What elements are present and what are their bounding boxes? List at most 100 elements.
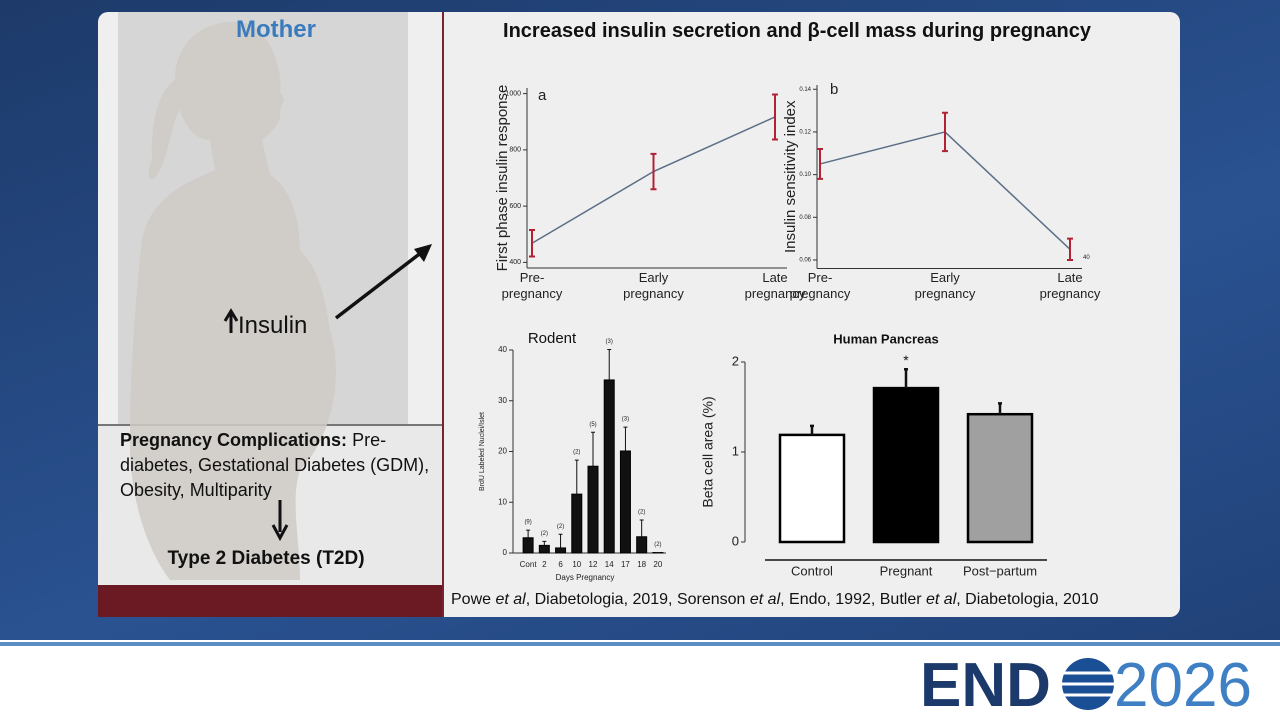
y-tick-label: 0.06 bbox=[799, 258, 811, 264]
bar bbox=[619, 450, 631, 554]
arrow-head bbox=[414, 244, 432, 262]
error-bar bbox=[542, 540, 547, 546]
x-tick-label: 12 bbox=[589, 560, 598, 569]
y-tick-label: 2 bbox=[732, 353, 739, 368]
error-bar bbox=[650, 152, 657, 191]
bar bbox=[966, 412, 1034, 544]
arrow-line bbox=[334, 250, 424, 320]
bar bbox=[603, 379, 615, 554]
x-tick-label: Post−partum bbox=[963, 563, 1037, 578]
bar bbox=[522, 537, 534, 554]
n-label: (9) bbox=[524, 520, 531, 526]
slide-title: Increased insulin secretion and β-cell m… bbox=[503, 20, 1092, 42]
y-tick-label: 0.08 bbox=[799, 215, 811, 221]
x-tick-label: Pre- pregnancy bbox=[501, 270, 563, 301]
y-tick-label: 1 bbox=[732, 443, 739, 458]
logo-globe-lines bbox=[1062, 671, 1114, 697]
significance-mark: * bbox=[903, 352, 909, 368]
bar bbox=[587, 465, 599, 554]
citation-part: Powe bbox=[451, 591, 496, 608]
y-tick-label: 10 bbox=[498, 497, 507, 506]
x-tick-label: Early pregnancy bbox=[914, 270, 976, 301]
error-bar bbox=[817, 148, 823, 180]
down-arrow bbox=[271, 500, 289, 542]
up-arrow bbox=[223, 308, 239, 333]
x-tick-label: 10 bbox=[572, 560, 581, 569]
error-bar bbox=[942, 111, 948, 153]
n-label: (2) bbox=[573, 450, 580, 456]
bar bbox=[571, 493, 583, 554]
error-bar bbox=[772, 93, 778, 141]
error-bar bbox=[526, 529, 531, 538]
n-label: (3) bbox=[606, 339, 613, 345]
complications: Pregnancy Complications: Pre-diabetes, Ge… bbox=[120, 428, 440, 503]
complications-text: Pre-diabetes, Gestational Diabetes (GDM)… bbox=[120, 430, 430, 500]
error-bar bbox=[810, 424, 814, 435]
x-tick-label: 18 bbox=[637, 560, 646, 569]
error-bar bbox=[591, 431, 595, 467]
bar bbox=[778, 433, 846, 544]
error-bar bbox=[904, 367, 908, 389]
y-axis-label: Insulin sensitivity index bbox=[782, 100, 799, 253]
logo-year: 2026 bbox=[1114, 651, 1252, 720]
n-label: (2) bbox=[557, 524, 564, 530]
x-tick-label: Cont bbox=[520, 560, 538, 569]
x-tick-label: 6 bbox=[558, 560, 563, 569]
x-axis-label: Days Pregnancy bbox=[556, 573, 615, 582]
error-bar bbox=[558, 533, 563, 548]
x-tick-label: Control bbox=[791, 563, 833, 578]
y-tick-label: 0 bbox=[503, 548, 508, 557]
x-tick-label: 20 bbox=[653, 560, 662, 569]
citation-part: , Endo, 1992, Butler bbox=[780, 591, 926, 608]
panel-label: b bbox=[830, 81, 838, 98]
footer-line bbox=[0, 642, 1280, 646]
n-label: (3) bbox=[622, 417, 629, 423]
y-axis-label: BrdU Labeled Nuclei/Islet bbox=[479, 412, 486, 491]
n-label: (5) bbox=[589, 422, 596, 428]
x-tick-label: Late pregnancy bbox=[744, 270, 806, 301]
y-tick-label: 0.10 bbox=[799, 172, 811, 178]
annotation: 40 bbox=[1083, 255, 1090, 261]
x-tick-label: 2 bbox=[542, 560, 547, 569]
y-axis-label: First phase insulin response bbox=[494, 85, 511, 272]
complications-heading: Pregnancy Complications: bbox=[120, 430, 348, 450]
y-axis-label: Beta cell area (%) bbox=[700, 396, 716, 507]
error-bar bbox=[1067, 237, 1073, 261]
x-tick-label: Late pregnancy bbox=[1039, 270, 1101, 301]
error-bar bbox=[639, 519, 644, 537]
silhouette bbox=[129, 21, 336, 581]
y-tick-label: 0.14 bbox=[799, 87, 811, 93]
panel-label: a bbox=[538, 87, 547, 104]
n-label: (2) bbox=[541, 531, 548, 537]
left-title: Mother bbox=[236, 16, 316, 43]
bar bbox=[538, 544, 550, 554]
logo-mark: END bbox=[920, 651, 1051, 720]
error-bar bbox=[998, 402, 1002, 415]
citation: Powe et al, Diabetologia, 2019, Sorenson… bbox=[451, 591, 1099, 609]
bar bbox=[636, 536, 648, 554]
y-tick-label: 600 bbox=[509, 203, 521, 210]
citation-part: , Diabetologia, 2010 bbox=[956, 591, 1099, 608]
bar bbox=[872, 386, 940, 544]
y-tick-label: 800 bbox=[509, 147, 521, 154]
y-tick-label: 0.12 bbox=[799, 130, 811, 136]
y-tick-label: 30 bbox=[498, 396, 507, 405]
bar bbox=[555, 547, 567, 554]
insulin-label: Insulin bbox=[238, 312, 307, 339]
n-label: (2) bbox=[654, 542, 661, 548]
error-bar bbox=[623, 426, 628, 451]
y-tick-label: 40 bbox=[498, 345, 507, 354]
outcome: Type 2 Diabetes (T2D) bbox=[167, 548, 364, 569]
error-bar bbox=[574, 459, 579, 495]
chart-title: Rodent bbox=[528, 330, 577, 347]
y-tick-label: 1000 bbox=[505, 90, 521, 97]
error-bar bbox=[607, 348, 612, 380]
y-tick-label: 0 bbox=[732, 533, 739, 548]
citation-part: , Diabetologia, 2019, Sorenson bbox=[525, 591, 750, 608]
x-tick-label: Pregnant bbox=[880, 563, 933, 578]
x-tick-label: 14 bbox=[605, 560, 614, 569]
citation-part: et al bbox=[749, 591, 781, 608]
chart-title: Human Pancreas bbox=[833, 331, 939, 346]
